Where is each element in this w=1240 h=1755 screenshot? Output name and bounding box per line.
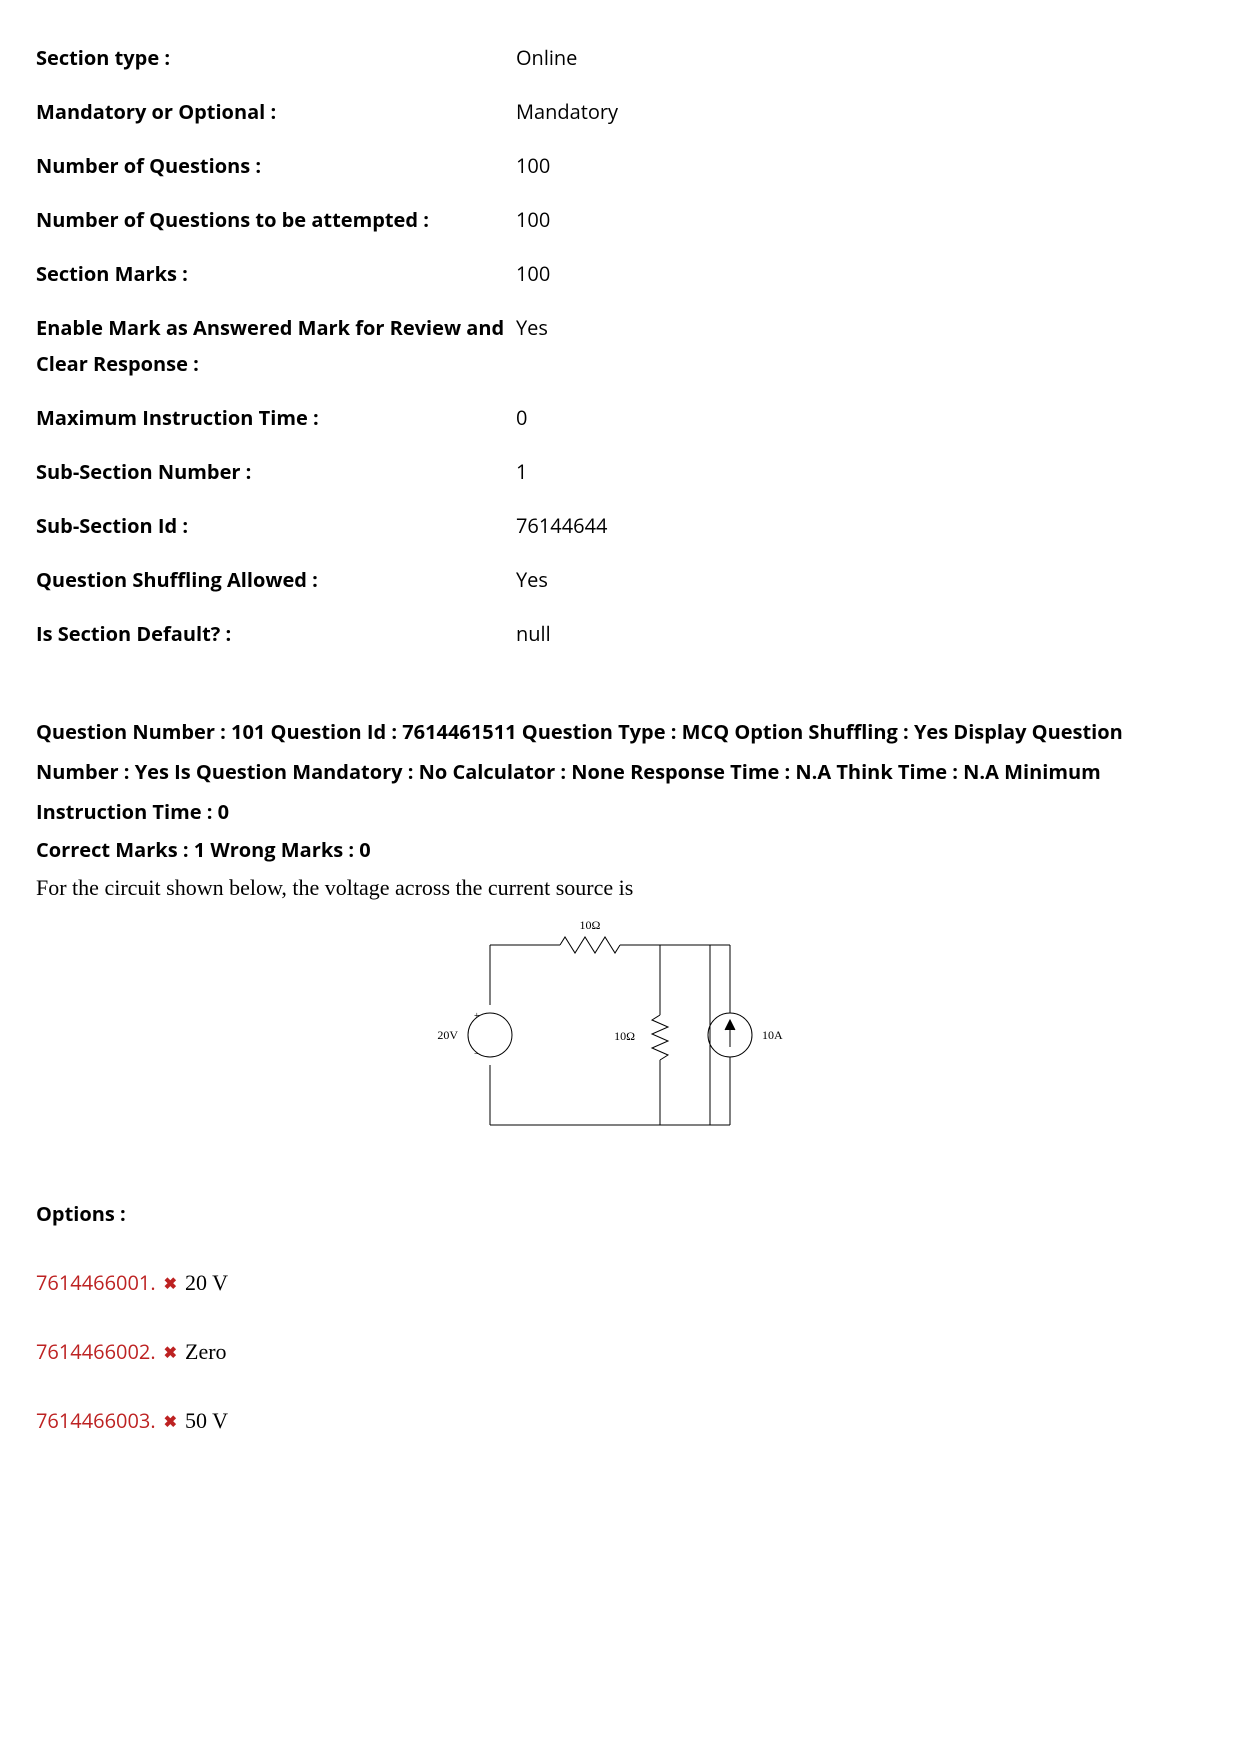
circuit-mid-resistor-label: 10Ω — [614, 1029, 635, 1043]
meta-value: Online — [516, 40, 577, 76]
option-text: Zero — [185, 1339, 227, 1365]
meta-value: null — [516, 616, 551, 652]
circuit-voltage-label: 20V — [437, 1028, 458, 1042]
circuit-top-resistor-label: 10Ω — [580, 918, 601, 932]
meta-label: Number of Questions to be attempted : — [36, 202, 516, 238]
option-text: 50 V — [185, 1408, 228, 1434]
question-text: For the circuit shown below, the voltage… — [36, 875, 1204, 901]
meta-value: 76144644 — [516, 508, 607, 544]
meta-row: Is Section Default? : null — [36, 616, 1204, 652]
meta-label: Maximum Instruction Time : — [36, 400, 516, 436]
option-row: 7614466002. ✖ Zero — [36, 1338, 1204, 1365]
svg-text:+: + — [474, 1011, 480, 1022]
meta-label: Enable Mark as Answered Mark for Review … — [36, 310, 516, 382]
meta-value: Mandatory — [516, 94, 618, 130]
options-heading: Options : — [36, 1200, 1204, 1227]
section-meta-table: Section type : Online Mandatory or Optio… — [36, 40, 1204, 652]
meta-row: Sub-Section Id : 76144644 — [36, 508, 1204, 544]
meta-label: Section type : — [36, 40, 516, 76]
option-id: 7614466002. — [36, 1338, 156, 1365]
option-text: 20 V — [185, 1270, 228, 1296]
meta-row: Number of Questions : 100 — [36, 148, 1204, 184]
meta-row: Section Marks : 100 — [36, 256, 1204, 292]
meta-row: Enable Mark as Answered Mark for Review … — [36, 310, 1204, 382]
wrong-icon: ✖ — [164, 1410, 177, 1432]
wrong-icon: ✖ — [164, 1272, 177, 1294]
meta-row: Number of Questions to be attempted : 10… — [36, 202, 1204, 238]
meta-value: 1 — [516, 454, 527, 490]
meta-label: Mandatory or Optional : — [36, 94, 516, 130]
wrong-icon: ✖ — [164, 1341, 177, 1363]
meta-label: Section Marks : — [36, 256, 516, 292]
meta-label: Sub-Section Id : — [36, 508, 516, 544]
option-id: 7614466003. — [36, 1407, 156, 1434]
meta-label: Question Shuffling Allowed : — [36, 562, 516, 598]
meta-row: Question Shuffling Allowed : Yes — [36, 562, 1204, 598]
meta-row: Maximum Instruction Time : 0 — [36, 400, 1204, 436]
option-id: 7614466001. — [36, 1269, 156, 1296]
meta-value: Yes — [516, 310, 548, 346]
circuit-diagram: 10Ω 10Ω 20V + − 10A — [36, 905, 1204, 1150]
option-row: 7614466001. ✖ 20 V — [36, 1269, 1204, 1296]
meta-label: Sub-Section Number : — [36, 454, 516, 490]
meta-value: 100 — [516, 148, 550, 184]
svg-text:−: − — [474, 1049, 480, 1060]
meta-label: Is Section Default? : — [36, 616, 516, 652]
meta-row: Sub-Section Number : 1 — [36, 454, 1204, 490]
meta-value: 100 — [516, 256, 550, 292]
meta-value: Yes — [516, 562, 548, 598]
option-row: 7614466003. ✖ 50 V — [36, 1407, 1204, 1434]
marks-line: Correct Marks : 1 Wrong Marks : 0 — [36, 836, 1204, 863]
meta-value: 0 — [516, 400, 527, 436]
meta-label: Number of Questions : — [36, 148, 516, 184]
circuit-current-label: 10A — [762, 1028, 783, 1042]
question-header: Question Number : 101 Question Id : 7614… — [36, 712, 1204, 832]
meta-value: 100 — [516, 202, 550, 238]
meta-row: Section type : Online — [36, 40, 1204, 76]
meta-row: Mandatory or Optional : Mandatory — [36, 94, 1204, 130]
